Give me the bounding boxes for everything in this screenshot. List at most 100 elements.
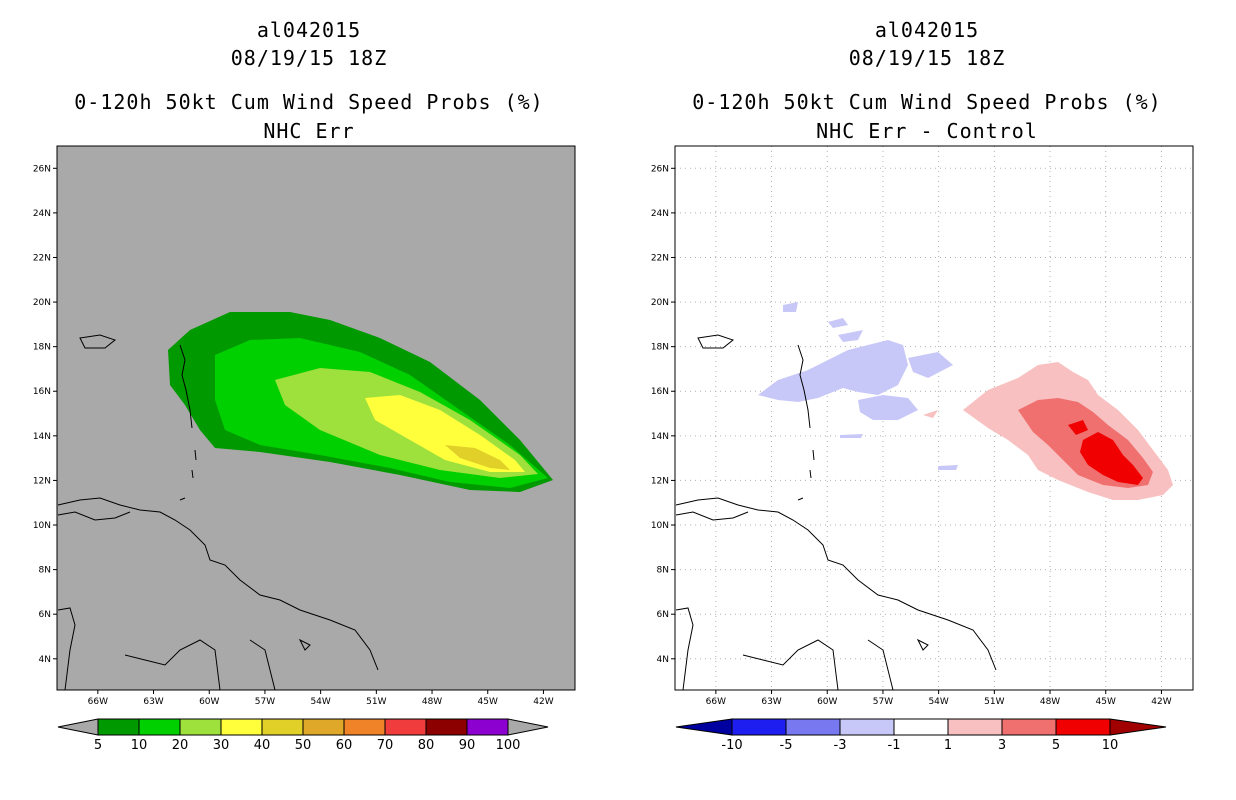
colorbar-label: 100 <box>496 738 521 753</box>
lon-label: 51W <box>984 697 1004 707</box>
colorbar-label: 10 <box>1102 738 1119 753</box>
coastlines <box>57 334 379 691</box>
colorbar-swatch <box>179 718 222 736</box>
colorbar-swatch <box>893 718 949 736</box>
colorbar-left-arrow <box>57 718 99 736</box>
colorbar-swatch <box>1001 718 1057 736</box>
lat-label: 24N <box>33 209 51 219</box>
diff-neg-1g <box>840 434 863 438</box>
lat-label: 14N <box>651 432 669 442</box>
diff-pos-5b <box>1068 420 1088 435</box>
lat-label: 4N <box>39 655 51 665</box>
gridlines <box>675 146 1193 690</box>
colorbar-swatch <box>97 718 140 736</box>
diff-neg-1 <box>758 340 908 402</box>
product-title: 0-120h 50kt Cum Wind Speed Probs (%) <box>692 90 1162 114</box>
subtitle: NHC Err <box>263 119 355 143</box>
colorbar-label: 40 <box>254 738 271 753</box>
lat-label: 20N <box>33 298 51 308</box>
lat-label: 26N <box>33 164 51 174</box>
colorbar-swatch <box>839 718 895 736</box>
lat-label: 14N <box>33 432 51 442</box>
diff-neg-1b <box>838 330 863 342</box>
colorbar-label: 80 <box>418 738 435 753</box>
diff-neg-1e <box>783 302 798 312</box>
storm-id: al042015 <box>256 18 362 42</box>
coastlines <box>675 334 997 691</box>
colorbar-label: 50 <box>295 738 312 753</box>
lat-label: 6N <box>657 610 669 620</box>
map-frame <box>56 145 576 691</box>
product-title: 0-120h 50kt Cum Wind Speed Probs (%) <box>74 90 544 114</box>
diff-contours <box>758 302 1173 500</box>
lat-label: 16N <box>33 387 51 397</box>
lon-label: 45W <box>478 697 498 707</box>
lon-label: 60W <box>199 697 219 707</box>
left-map-svg: 26N 24N 22N 20N 18N 16N 14N 12N 10N 8N 6N 4N 66W 63W 6… <box>33 145 576 753</box>
right-map-svg: 26N 24N 22N 20N 18N 16N 14N 12N 10N 8N 6N 4N 66W 63W 6… <box>651 145 1194 753</box>
colorbar-label: 60 <box>336 738 353 753</box>
lon-label: 66W <box>706 697 726 707</box>
lat-label: 8N <box>39 566 51 576</box>
lat-label: 18N <box>33 343 51 353</box>
lat-label: 22N <box>33 253 51 263</box>
colorbar-label: -5 <box>780 738 793 753</box>
lon-label: 45W <box>1096 697 1116 707</box>
left-panel: al042015 08/19/15 18Z 0-120h 50kt Cum Wi… <box>33 18 576 753</box>
lat-label: 10N <box>33 521 51 531</box>
prob-30-40 <box>365 395 525 472</box>
lon-label: 63W <box>143 697 163 707</box>
colorbar-label: -3 <box>834 738 847 753</box>
lat-label: 10N <box>651 521 669 531</box>
lat-label: 20N <box>651 298 669 308</box>
storm-id: al042015 <box>874 18 980 42</box>
diff-neg-1f <box>828 318 848 328</box>
lon-label: 51W <box>366 697 386 707</box>
diff-pos-1b <box>923 410 938 418</box>
lat-label: 16N <box>651 387 669 397</box>
colorbar-label: 30 <box>213 738 230 753</box>
colorbar-swatch <box>425 718 468 736</box>
colorbar-swatch <box>138 718 181 736</box>
colorbar-label: 5 <box>94 738 102 753</box>
colorbar-right-arrow <box>1109 718 1167 736</box>
colorbar-left-arrow <box>675 718 733 736</box>
colorbar-label: 1 <box>944 738 952 753</box>
lon-label: 48W <box>422 697 442 707</box>
lon-label: 42W <box>1151 697 1171 707</box>
colorbar-label: -1 <box>888 738 901 753</box>
colorbar-swatch <box>947 718 1003 736</box>
lon-label: 54W <box>928 697 948 707</box>
lat-label: 12N <box>33 476 51 486</box>
colorbar-label: -10 <box>721 738 742 753</box>
datetime: 08/19/15 18Z <box>230 46 388 70</box>
colorbar-swatch <box>731 718 787 736</box>
lon-label: 54W <box>310 697 330 707</box>
diff-neg-1h <box>938 465 958 470</box>
lon-label: 42W <box>533 697 553 707</box>
colorbar-swatch <box>466 718 509 736</box>
diff-neg-1d <box>858 395 918 420</box>
lon-label: 66W <box>88 697 108 707</box>
colorbar-swatch <box>343 718 386 736</box>
lat-label: 8N <box>657 566 669 576</box>
colorbar-label: 5 <box>1052 738 1060 753</box>
lat-label: 24N <box>651 209 669 219</box>
right-panel: al042015 08/19/15 18Z 0-120h 50kt Cum Wi… <box>618 0 1236 800</box>
colorbar-label: 10 <box>131 738 148 753</box>
colorbar-swatch <box>302 718 345 736</box>
lon-label: 57W <box>255 697 275 707</box>
prob-contours <box>168 312 553 492</box>
colorbar-right-arrow <box>507 718 549 736</box>
lon-label: 60W <box>817 697 837 707</box>
lat-label: 26N <box>651 164 669 174</box>
diff-pos-5 <box>1080 432 1143 485</box>
lat-label: 6N <box>39 610 51 620</box>
lat-label: 22N <box>651 253 669 263</box>
colorbar-swatch <box>261 718 304 736</box>
colorbar-swatch <box>384 718 427 736</box>
colorbar-label: 70 <box>377 738 394 753</box>
colorbar-label: 20 <box>172 738 189 753</box>
subtitle: NHC Err - Control <box>816 119 1038 143</box>
lat-label: 18N <box>651 343 669 353</box>
